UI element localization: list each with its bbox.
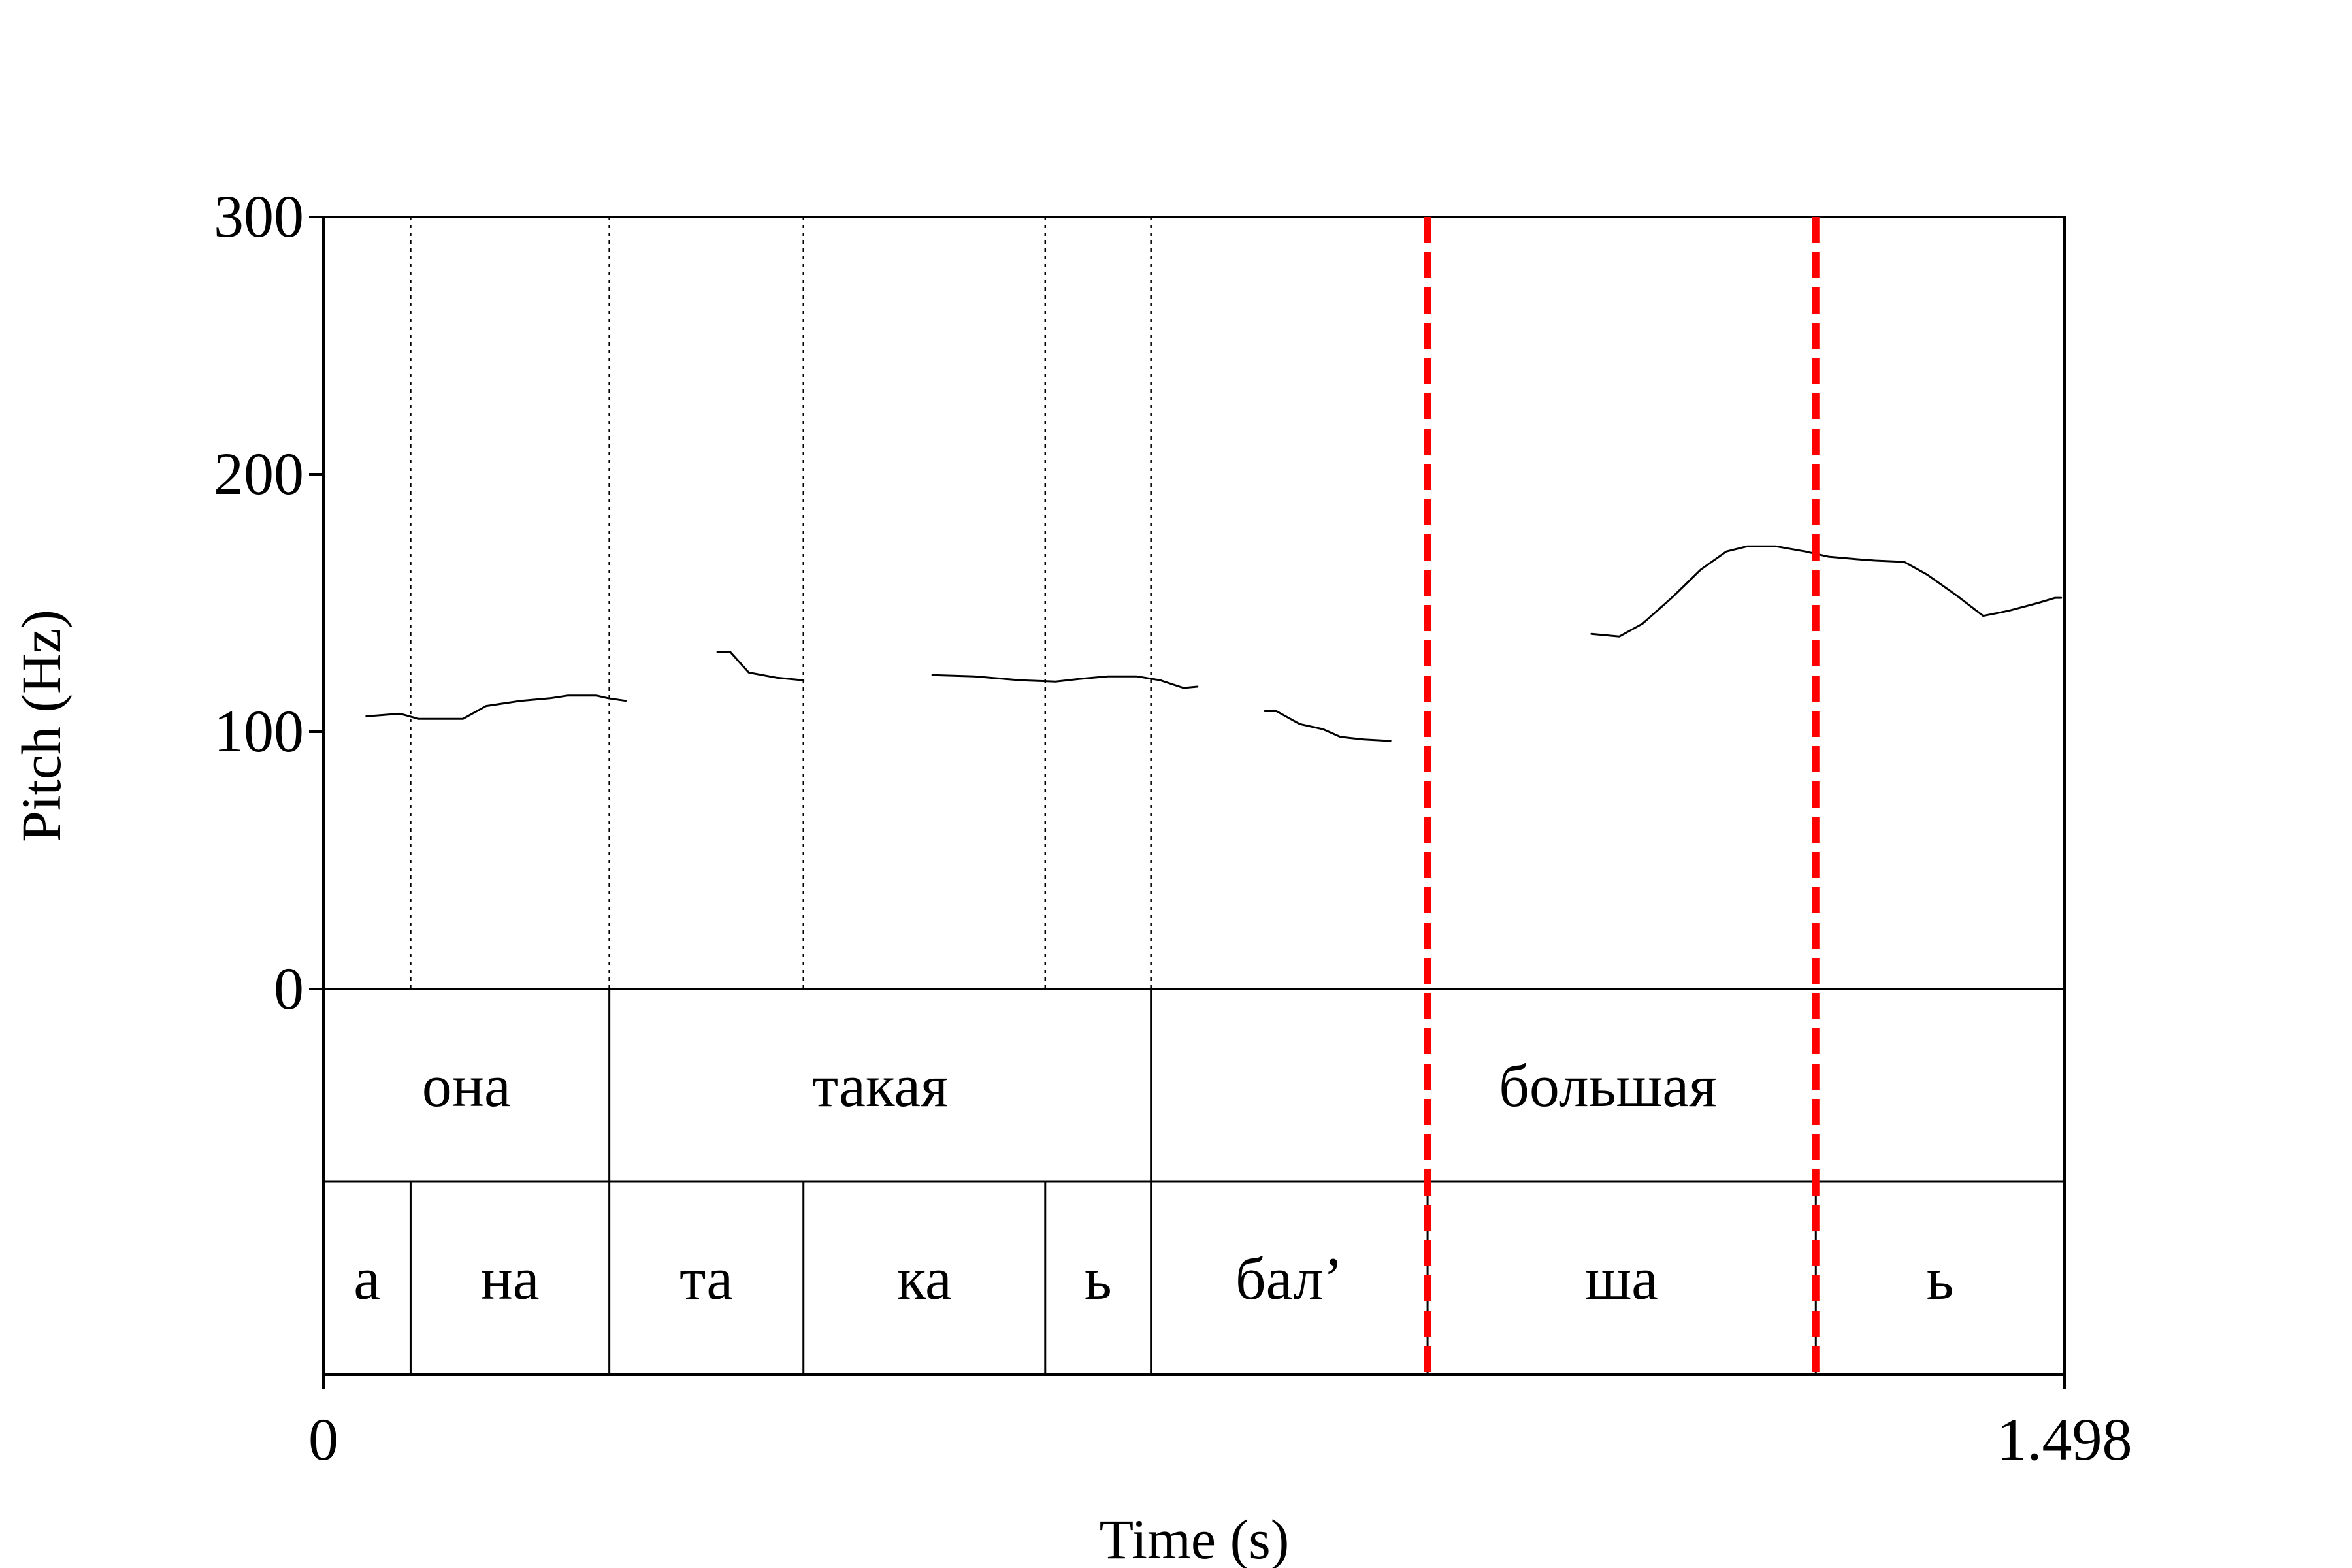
syllable-label: а [353,1245,380,1312]
boundary-lines [410,217,1152,989]
y-tick-label: 100 [214,698,304,764]
x-axis-label: Time (s) [1100,1508,1290,1568]
pitch-segment-1 [365,694,627,720]
syllable-label: на [480,1245,539,1312]
pitch-segment-5 [1590,545,2063,638]
syllable-label: ь [1085,1245,1112,1312]
word-label: она [422,1053,511,1119]
word-label: большая [1499,1053,1716,1119]
pitch-segment-3 [931,674,1199,689]
annotation-tiers: она такая большая а на та ка ь бал’ ша ь [323,988,2065,1375]
pitch-contours [365,545,2063,742]
y-tick-label: 300 [214,183,304,250]
y-axis-label: Pitch (Hz) [10,610,73,842]
x-tick-label: 1.498 [1997,1406,2132,1473]
y-tick-label: 200 [214,440,304,507]
y-tick-label: 0 [274,955,304,1022]
x-tick-label: 0 [308,1406,338,1473]
syllable-label: ша [1585,1245,1658,1312]
highlight-boundaries [1424,217,1820,1375]
pitch-segment-4 [1264,710,1392,742]
syllable-label: ка [897,1245,952,1312]
word-label: такая [812,1053,949,1119]
syllable-label: ь [1927,1245,1954,1312]
syllable-label: та [679,1245,733,1312]
plot-frame [322,216,2066,1376]
axes: 0 100 200 300 0 1.498 [214,183,2132,1473]
syllable-label: бал’ [1235,1245,1343,1312]
pitch-segment-2 [716,651,805,681]
axis-labels: Pitch (Hz) Time (s) [10,610,1289,1568]
